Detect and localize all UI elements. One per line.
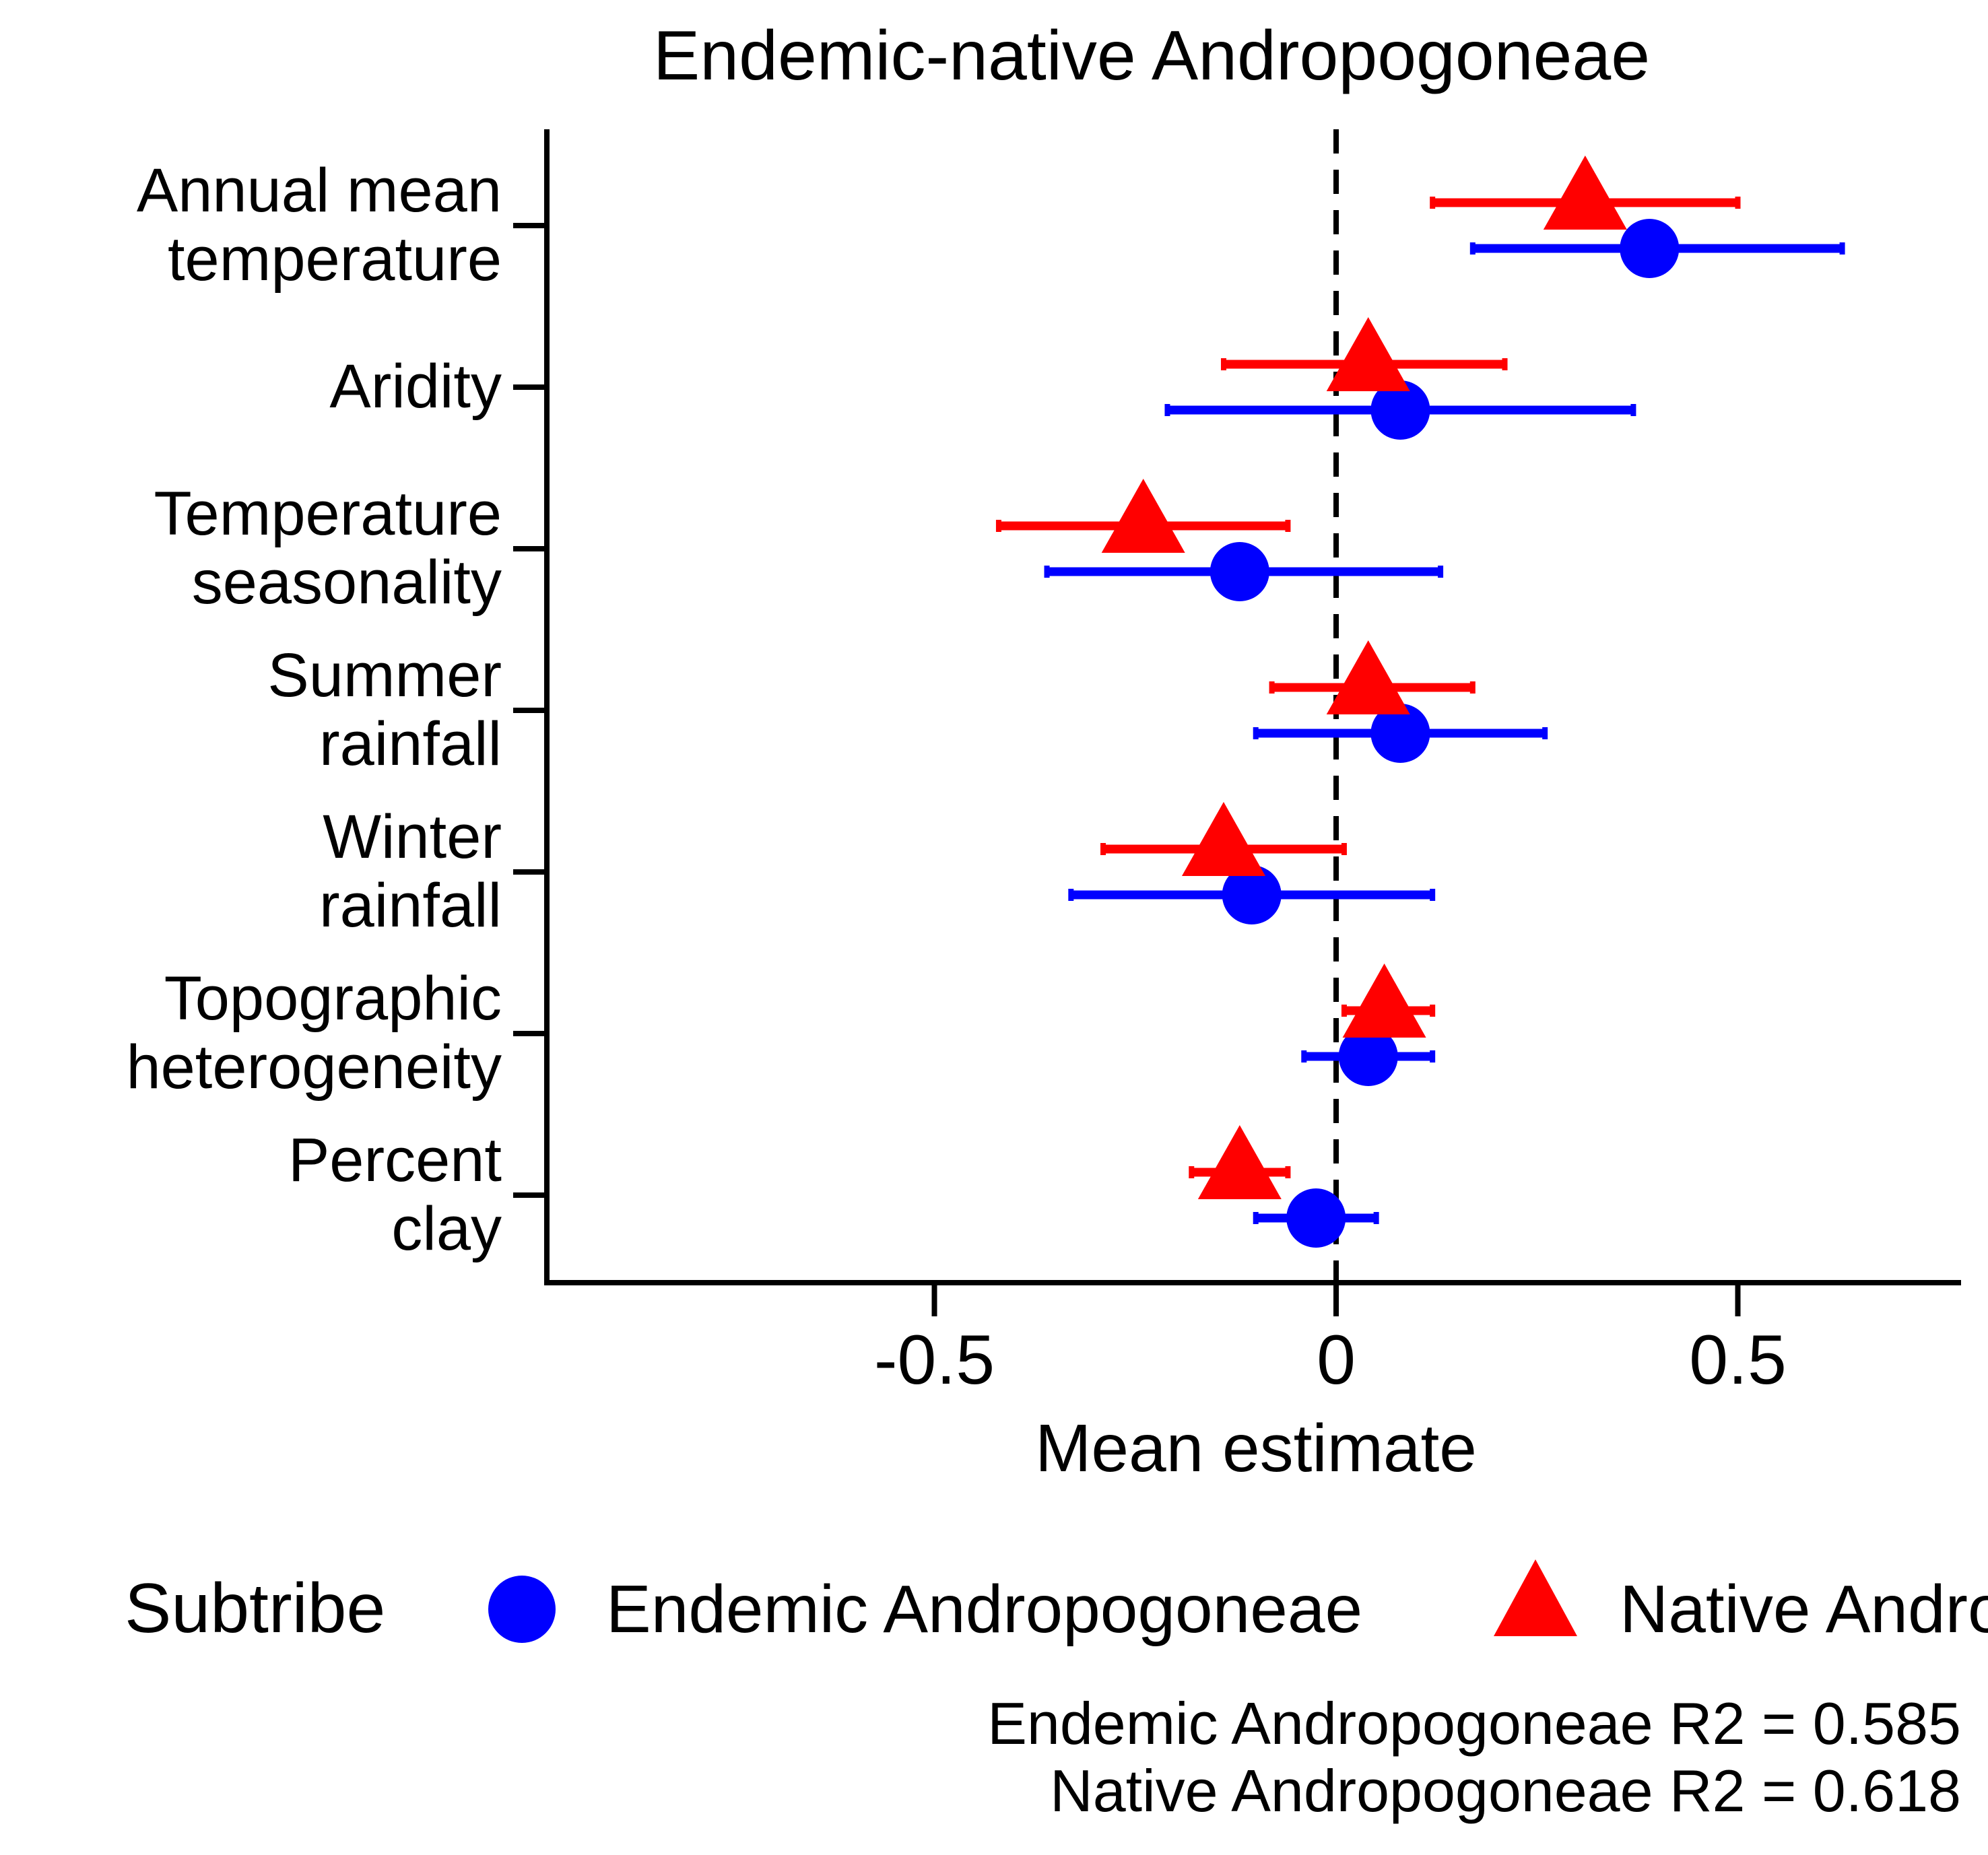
legend-marker-circle <box>488 1576 556 1643</box>
y-tick-label: Winter <box>323 803 502 871</box>
point-marker <box>1181 802 1265 876</box>
point-marker <box>1370 704 1430 763</box>
y-tick-label: temperature <box>168 225 502 294</box>
point-marker <box>1543 156 1627 230</box>
chart-title: Endemic-native Andropogoneae <box>653 17 1650 95</box>
legend-label: Endemic Andropogoneae <box>606 1572 1362 1647</box>
point-marker <box>1286 1188 1346 1248</box>
point-marker <box>1326 640 1410 714</box>
point-marker <box>1210 542 1269 601</box>
point-marker <box>1101 479 1185 553</box>
y-tick-label: Topographic <box>164 964 502 1033</box>
point-marker <box>1222 865 1282 924</box>
y-tick-label: seasonality <box>192 548 502 617</box>
point-marker <box>1197 1125 1282 1199</box>
point-marker <box>1620 219 1680 278</box>
y-tick-label: Percent <box>288 1126 502 1194</box>
y-tick-label: Annual mean <box>137 156 502 225</box>
y-tick-label: rainfall <box>319 710 502 778</box>
y-tick-label: Summer <box>267 641 502 710</box>
r2-annotation: Native Andropogoneae R2 = 0.618 <box>1050 1757 1961 1824</box>
legend-label: Native Andropogoneae <box>1620 1572 1988 1647</box>
point-marker <box>1338 1027 1398 1086</box>
point-marker <box>1370 380 1430 440</box>
point-marker <box>1326 317 1410 391</box>
x-tick-label: 0 <box>1317 1321 1356 1399</box>
legend-marker-triangle <box>1494 1559 1577 1636</box>
y-tick-label: Temperature <box>154 479 502 548</box>
y-tick-label: heterogeneity <box>126 1033 502 1102</box>
y-tick-label: Aridity <box>329 352 502 421</box>
point-marker <box>1342 964 1426 1038</box>
x-tick-label: 0.5 <box>1689 1321 1787 1399</box>
x-axis-label: Mean estimate <box>1035 1411 1477 1486</box>
y-tick-label: clay <box>391 1194 502 1263</box>
x-tick-label: -0.5 <box>874 1321 995 1399</box>
legend: Subtribe Endemic Andropogoneae Native Andr… <box>125 1559 1988 1648</box>
y-tick-label: rainfall <box>319 871 502 940</box>
legend-title: Subtribe <box>125 1570 385 1648</box>
r2-annotation: Endemic Andropogoneae R2 = 0.585 <box>987 1690 1961 1757</box>
